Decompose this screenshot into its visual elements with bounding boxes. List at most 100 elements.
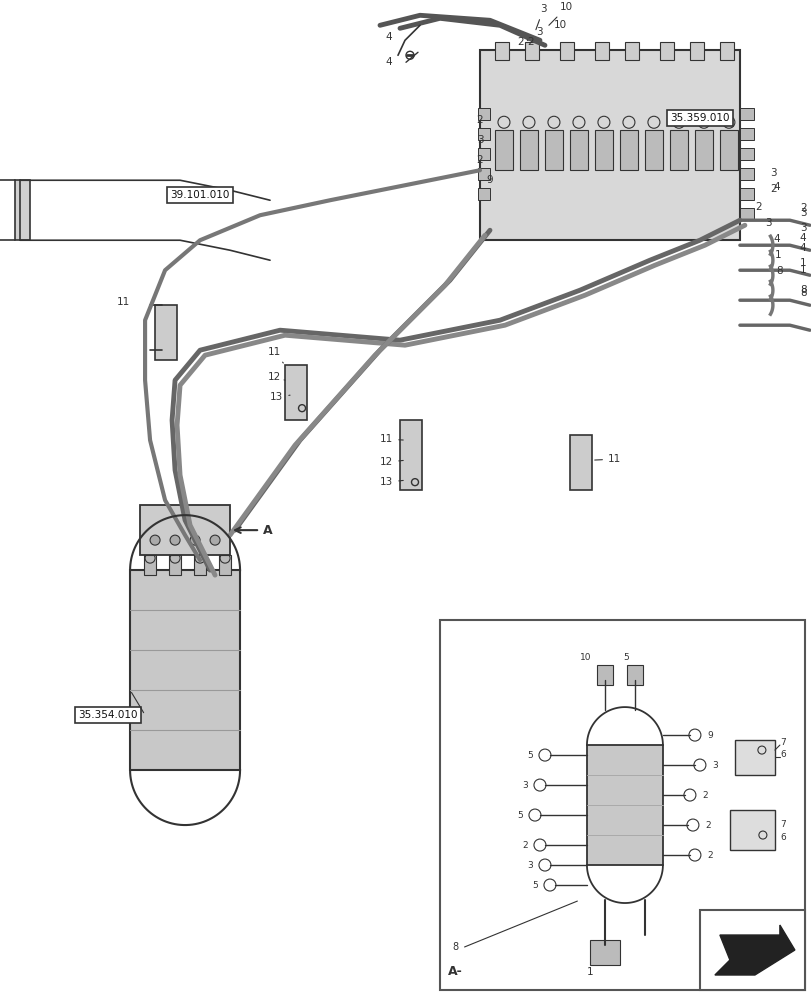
Text: 9: 9 bbox=[486, 175, 492, 185]
Text: 2: 2 bbox=[526, 37, 533, 47]
Bar bbox=[219, 555, 231, 575]
Bar bbox=[15, 180, 30, 240]
Bar bbox=[644, 130, 662, 170]
Bar bbox=[478, 188, 489, 200]
Text: 11: 11 bbox=[268, 347, 283, 363]
Bar bbox=[285, 365, 307, 420]
Bar bbox=[734, 740, 774, 775]
Bar bbox=[719, 42, 733, 60]
Text: 6: 6 bbox=[779, 833, 785, 842]
Circle shape bbox=[150, 535, 160, 545]
Bar bbox=[478, 128, 489, 140]
Bar bbox=[478, 148, 489, 160]
Text: 11: 11 bbox=[594, 454, 620, 464]
Text: 4: 4 bbox=[385, 57, 392, 67]
Bar bbox=[590, 940, 619, 965]
Bar bbox=[140, 505, 230, 555]
Circle shape bbox=[210, 535, 220, 545]
Text: 2: 2 bbox=[769, 184, 775, 194]
Bar bbox=[478, 108, 489, 120]
Circle shape bbox=[190, 535, 200, 545]
Text: 4: 4 bbox=[799, 243, 805, 253]
Text: 2: 2 bbox=[701, 791, 706, 800]
Bar bbox=[619, 130, 637, 170]
Text: 1: 1 bbox=[799, 258, 805, 268]
Text: 2: 2 bbox=[476, 115, 483, 125]
Text: 2: 2 bbox=[476, 155, 483, 165]
Text: 2: 2 bbox=[754, 202, 761, 212]
Bar bbox=[560, 42, 573, 60]
Bar bbox=[586, 745, 662, 865]
Text: 39.101.010: 39.101.010 bbox=[170, 190, 230, 200]
Bar bbox=[596, 665, 612, 685]
Text: 4: 4 bbox=[385, 32, 392, 42]
Bar bbox=[689, 42, 703, 60]
Bar bbox=[739, 108, 753, 120]
Text: 3: 3 bbox=[476, 135, 483, 145]
Bar bbox=[479, 50, 739, 240]
Text: 6: 6 bbox=[779, 750, 785, 759]
Text: 35.354.010: 35.354.010 bbox=[78, 710, 138, 720]
Bar bbox=[659, 42, 673, 60]
Circle shape bbox=[169, 535, 180, 545]
Bar bbox=[594, 130, 612, 170]
Bar bbox=[169, 555, 181, 575]
Text: A-: A- bbox=[448, 965, 462, 978]
Bar bbox=[669, 130, 687, 170]
Bar bbox=[155, 305, 177, 360]
Text: 11: 11 bbox=[380, 434, 403, 444]
Text: 3: 3 bbox=[535, 4, 546, 30]
Text: 7: 7 bbox=[779, 820, 785, 829]
Text: 8: 8 bbox=[799, 285, 805, 295]
Text: 11: 11 bbox=[117, 297, 130, 307]
Text: 3: 3 bbox=[526, 861, 532, 870]
Bar bbox=[719, 130, 737, 170]
Text: 2: 2 bbox=[706, 851, 712, 860]
Bar bbox=[729, 810, 774, 850]
Text: 4: 4 bbox=[773, 182, 779, 192]
Text: 5: 5 bbox=[526, 751, 532, 760]
Text: 1: 1 bbox=[586, 967, 593, 977]
Text: 1: 1 bbox=[799, 265, 805, 275]
Bar bbox=[739, 148, 753, 160]
Text: 12: 12 bbox=[268, 372, 285, 382]
Bar bbox=[739, 128, 753, 140]
Text: 13: 13 bbox=[380, 477, 403, 487]
Text: 10: 10 bbox=[579, 653, 590, 662]
Text: 2: 2 bbox=[704, 821, 710, 830]
Text: 13: 13 bbox=[270, 392, 290, 402]
Text: 9: 9 bbox=[706, 731, 712, 740]
Bar bbox=[478, 168, 489, 180]
Bar bbox=[694, 130, 712, 170]
Text: 2: 2 bbox=[517, 37, 524, 47]
Text: 12: 12 bbox=[380, 457, 403, 467]
Text: 5: 5 bbox=[517, 811, 522, 820]
Text: 3: 3 bbox=[764, 218, 770, 228]
Text: 35.359.010: 35.359.010 bbox=[669, 113, 729, 123]
Bar bbox=[739, 208, 753, 220]
Text: 8: 8 bbox=[452, 942, 457, 952]
Text: 3: 3 bbox=[799, 223, 805, 233]
Text: A: A bbox=[263, 524, 272, 537]
Text: 3: 3 bbox=[799, 208, 805, 218]
Text: 3: 3 bbox=[536, 27, 543, 37]
Text: 8: 8 bbox=[775, 266, 782, 276]
Bar bbox=[130, 570, 240, 770]
Bar bbox=[739, 168, 753, 180]
Bar bbox=[144, 555, 156, 575]
Bar bbox=[569, 435, 591, 490]
Bar bbox=[495, 130, 513, 170]
Text: 2: 2 bbox=[521, 841, 527, 850]
Text: 3: 3 bbox=[521, 781, 527, 790]
Text: 4: 4 bbox=[773, 234, 779, 244]
Bar bbox=[440, 620, 804, 990]
Text: 7: 7 bbox=[779, 738, 785, 747]
Bar bbox=[569, 130, 587, 170]
Bar bbox=[194, 555, 206, 575]
Bar bbox=[626, 665, 642, 685]
Text: 3: 3 bbox=[769, 168, 775, 178]
Text: 2: 2 bbox=[799, 203, 805, 213]
Bar bbox=[594, 42, 608, 60]
Text: 8: 8 bbox=[799, 288, 805, 298]
Text: 4: 4 bbox=[799, 233, 805, 243]
